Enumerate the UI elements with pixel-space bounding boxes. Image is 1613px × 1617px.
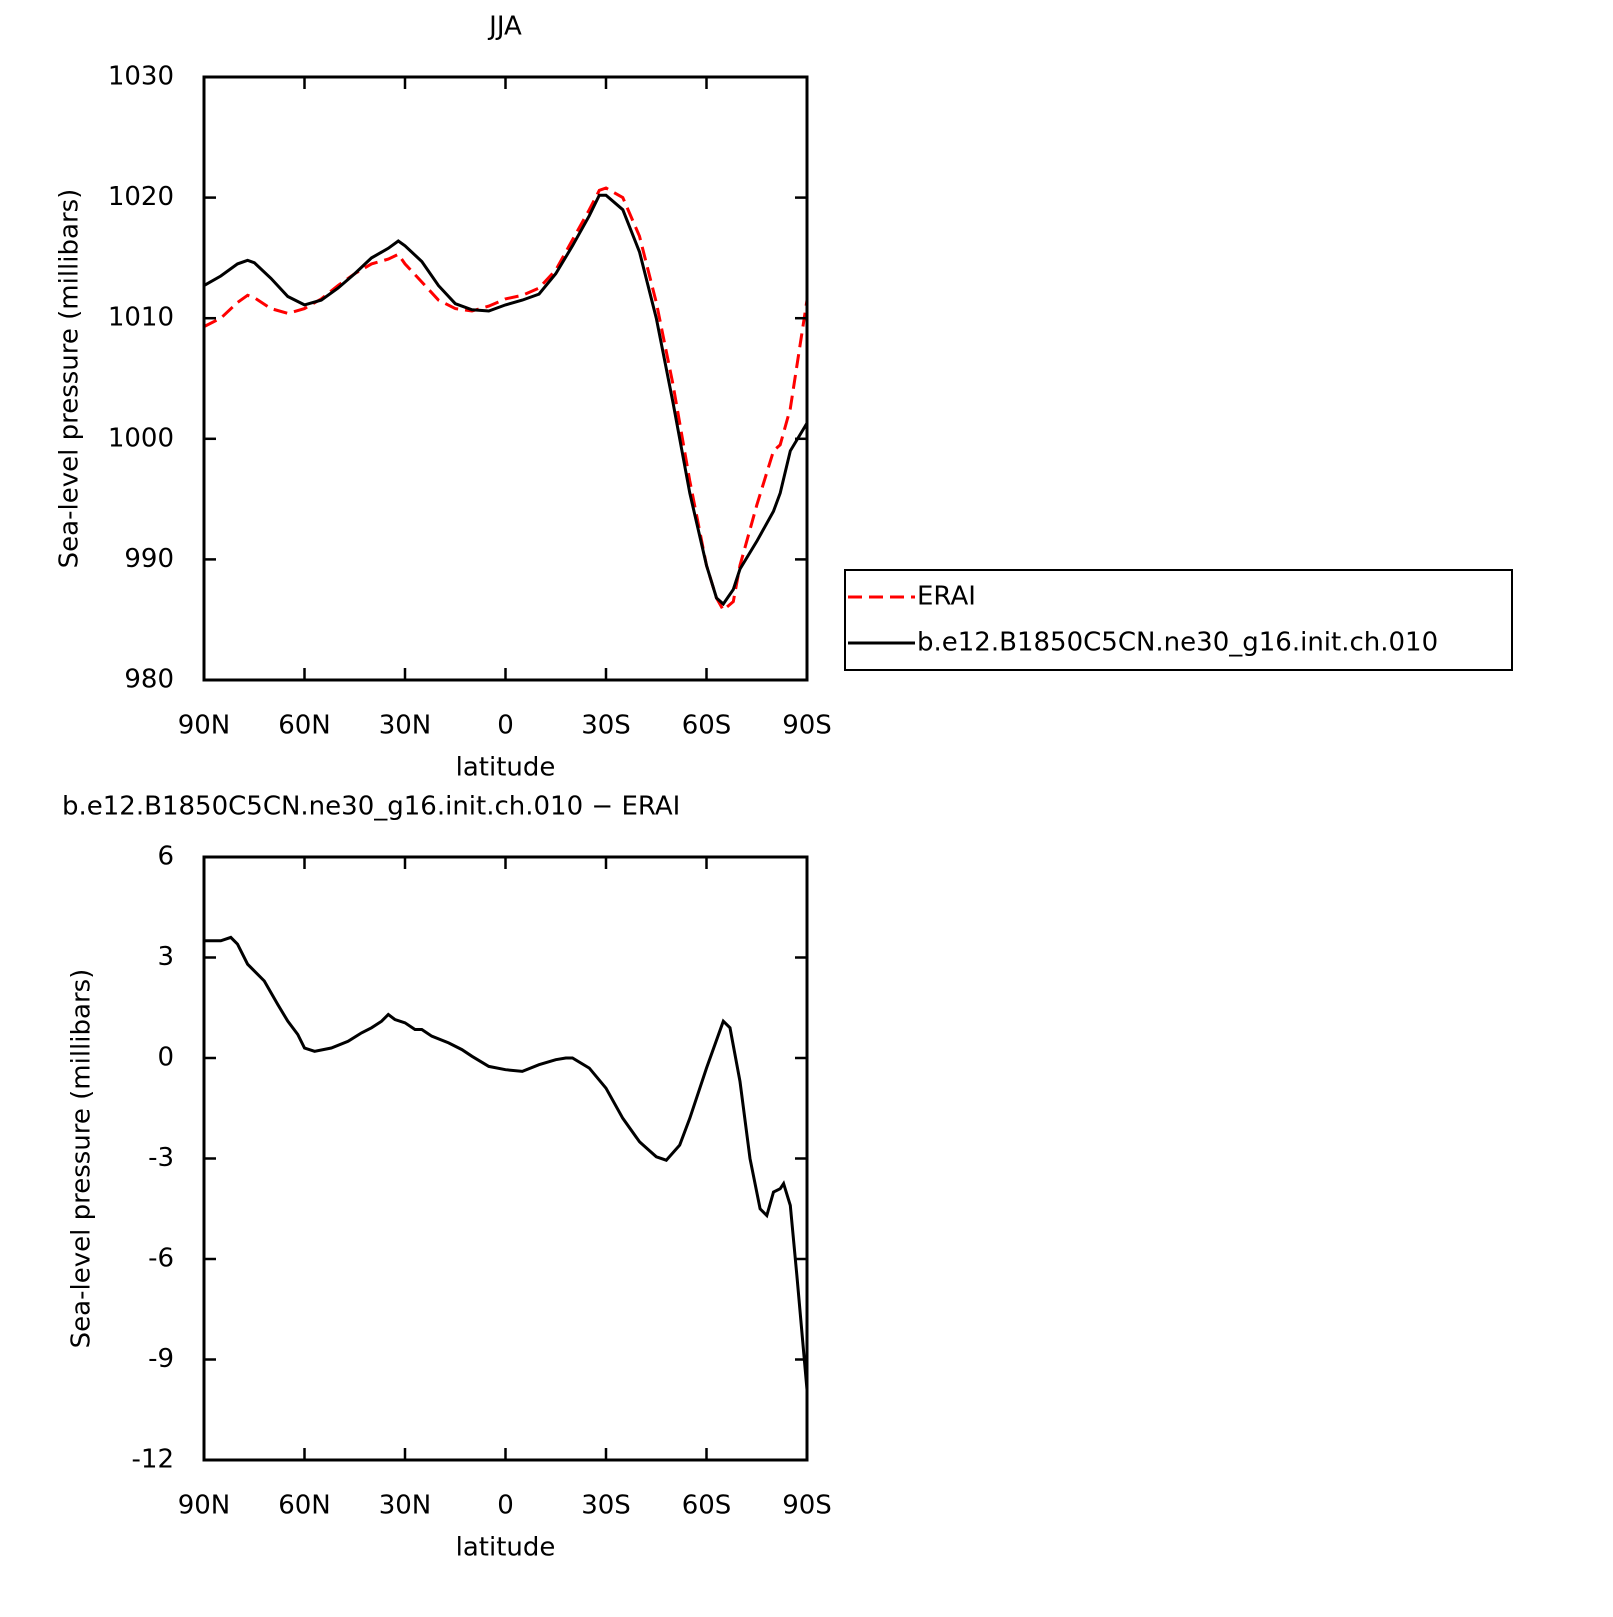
x-tick-label: 90N: [178, 1491, 231, 1521]
x-tick-label: 30S: [581, 1491, 631, 1521]
y-tick-label: 6: [157, 842, 174, 872]
legend-label: b.e12.B1850C5CN.ne30_g16.init.ch.010: [917, 628, 1438, 658]
chart-title: JJA: [487, 12, 522, 42]
y-tick-label: -9: [148, 1344, 174, 1374]
y-axis-label: Sea-level pressure (millibars): [67, 969, 97, 1349]
legend-box: [844, 569, 1513, 671]
legend-label: ERAI: [917, 582, 976, 612]
y-tick-label: 1020: [108, 182, 174, 212]
y-tick-label: 990: [124, 544, 174, 574]
data-line: [203, 193, 809, 607]
x-tick-label: 60S: [682, 1491, 732, 1521]
x-tick-label: 90N: [178, 711, 231, 741]
y-tick-label: -3: [148, 1143, 174, 1173]
x-axis-label: latitude: [456, 1533, 556, 1563]
y-tick-label: 3: [157, 942, 174, 972]
y-tick-label: 0: [157, 1043, 174, 1073]
y-tick-label: -12: [132, 1445, 174, 1475]
y-tick-label: -6: [148, 1244, 174, 1274]
x-tick-label: 0: [497, 1491, 514, 1521]
x-tick-label: 90S: [782, 711, 832, 741]
x-tick-label: 30S: [581, 711, 631, 741]
x-tick-label: 90S: [782, 1491, 832, 1521]
data-line: [204, 935, 809, 1390]
x-tick-label: 0: [497, 711, 514, 741]
y-axis-label: Sea-level pressure (millibars): [55, 189, 85, 569]
y-tick-label: 1030: [108, 62, 174, 92]
x-tick-label: 60N: [278, 711, 331, 741]
y-tick-label: 1010: [108, 303, 174, 333]
plot-frame: [202, 75, 809, 682]
x-tick-label: 60S: [682, 711, 732, 741]
plot-frame: [202, 855, 809, 1462]
y-tick-label: 980: [124, 665, 174, 695]
x-tick-label: 30N: [379, 1491, 432, 1521]
y-tick-label: 1000: [108, 423, 174, 453]
x-tick-label: 30N: [379, 711, 432, 741]
chart-title: b.e12.B1850C5CN.ne30_g16.init.ch.010 − E…: [62, 792, 680, 822]
x-axis-label: latitude: [456, 753, 556, 783]
x-tick-label: 60N: [278, 1491, 331, 1521]
data-line: [203, 186, 809, 613]
